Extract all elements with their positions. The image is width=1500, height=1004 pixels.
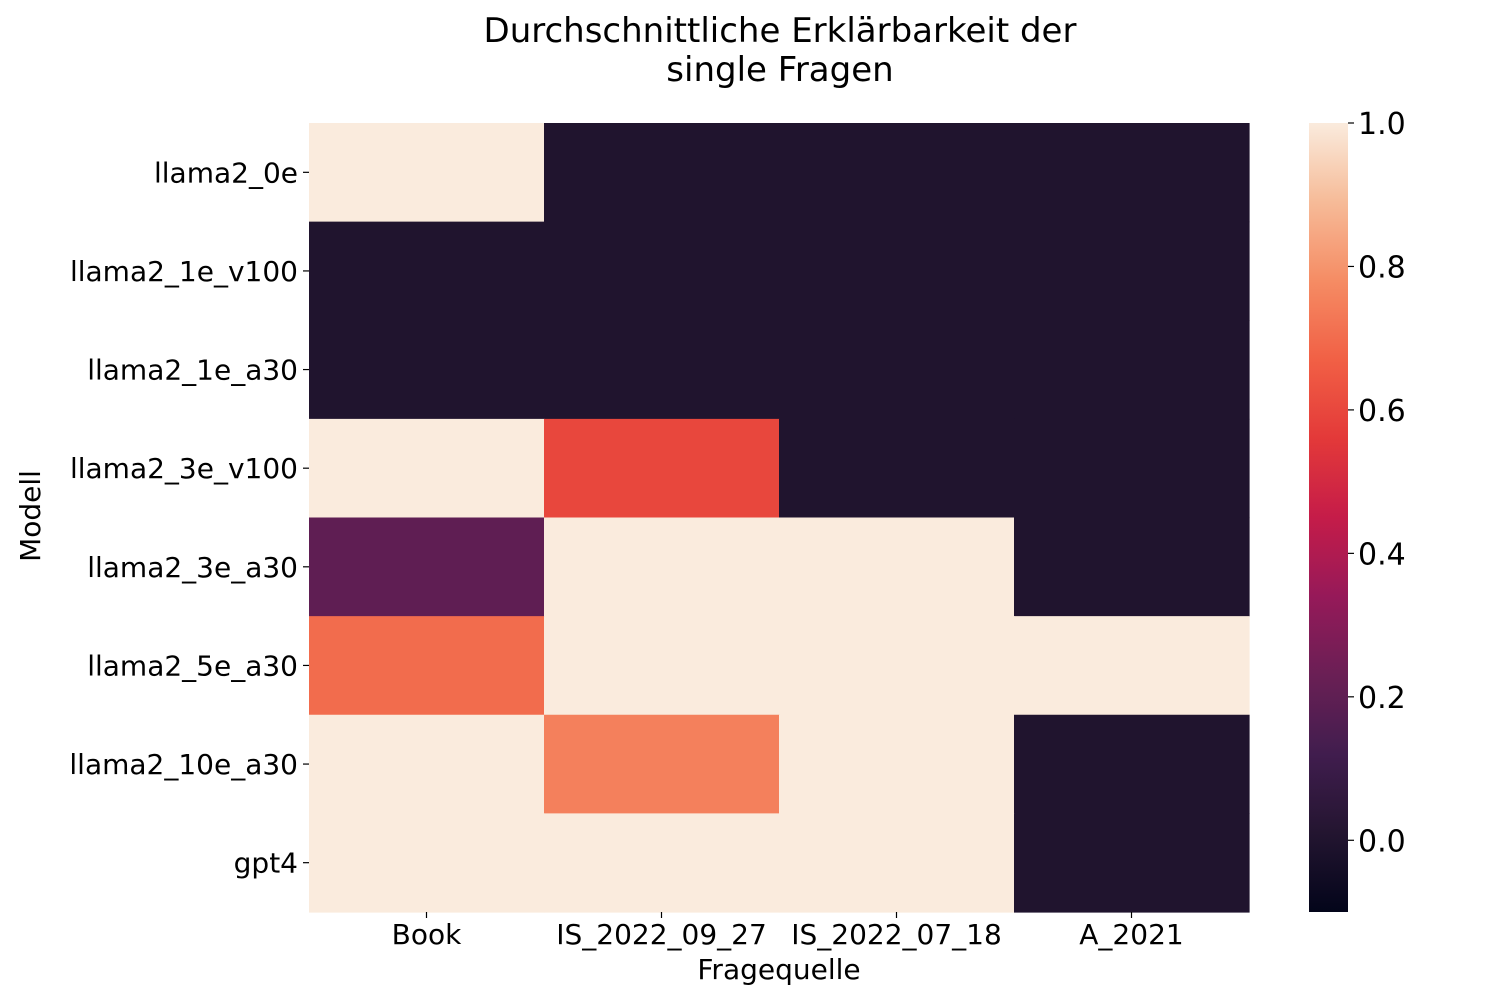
heatmap-cell	[544, 517, 780, 617]
x-tick-label: IS_2022_09_27	[556, 918, 767, 951]
heatmap-cell	[1014, 221, 1250, 321]
colorbar-tick-label: 1.0	[1358, 107, 1406, 142]
heatmap-cell	[544, 418, 780, 519]
heatmap-cell	[779, 123, 1015, 223]
x-tick-label: Book	[392, 918, 462, 951]
heatmap-cell	[544, 221, 780, 321]
y-tick-label: llama2_10e_a30	[69, 748, 298, 781]
colorbar-tick-label: 0.8	[1358, 250, 1406, 285]
heatmap-cell	[779, 616, 1015, 716]
heatmap-cell	[309, 517, 545, 617]
heatmap-cell	[309, 320, 545, 420]
y-tick-label: llama2_0e	[154, 156, 298, 189]
colorbar-gradient-bar	[1309, 123, 1348, 912]
heatmap-cell	[544, 616, 780, 716]
heatmap-cells	[309, 123, 1250, 913]
heatmap-cell	[309, 813, 545, 913]
heatmap-cell	[309, 714, 545, 814]
heatmap-cell	[779, 517, 1015, 617]
chart-title: Durchschnittliche Erklärbarkeit der sing…	[484, 11, 1077, 90]
x-tick-label: A_2021	[1079, 918, 1183, 951]
heatmap-cell	[544, 813, 780, 913]
heatmap-cell	[1014, 517, 1250, 617]
heatmap-cell	[309, 221, 545, 321]
x-tick-label: IS_2022_07_18	[791, 918, 1002, 951]
heatmap-cell	[779, 221, 1015, 321]
heatmap-cell	[779, 813, 1015, 913]
y-axis-ticks: llama2_0e llama2_1e_v100 llama2_1e_a30llam…	[69, 156, 309, 880]
heatmap-cell	[779, 320, 1015, 420]
heatmap-cell	[309, 418, 545, 519]
heatmap-cell	[779, 714, 1015, 814]
heatmap-cell	[1014, 813, 1250, 913]
heatmap-cell	[309, 123, 545, 223]
y-tick-label: llama2_1e_v100	[70, 255, 298, 288]
heatmap-cell	[309, 616, 545, 716]
y-tick-label: gpt4	[234, 847, 298, 880]
colorbar-tick-label: 0.6	[1358, 394, 1406, 429]
heatmap-cell	[1014, 123, 1250, 223]
heatmap-cell	[1014, 320, 1250, 420]
x-axis-ticks: Book IS_2022_09_27 IS_2022_07_18 A_2021	[392, 912, 1184, 951]
y-axis-label: Modell	[14, 470, 47, 562]
heatmap-cell	[779, 418, 1015, 519]
heatmap-cell	[1014, 616, 1250, 716]
chart-title-line-1: Durchschnittliche Erklärbarkeit der	[484, 11, 1077, 51]
colorbar-tick-label: 0.4	[1358, 537, 1406, 572]
heatmap-cell	[544, 320, 780, 420]
colorbar-ticks: 0.0 0.2 0.4 0.6 0.8 1.0	[1348, 107, 1406, 859]
y-tick-label: llama2_5e_a30	[87, 649, 298, 682]
y-tick-label: llama2_3e_a30	[87, 551, 298, 584]
heatmap-cell	[544, 123, 780, 223]
y-tick-label: llama2_3e_v100	[70, 452, 298, 485]
colorbar-tick-label: 0.0	[1358, 824, 1406, 859]
y-tick-label: llama2_1e_a30	[87, 354, 298, 387]
heatmap-cell	[1014, 714, 1250, 814]
chart-title-line-2: single Fragen	[666, 50, 893, 90]
colorbar-tick-label: 0.2	[1358, 681, 1406, 716]
heatmap-cell	[544, 714, 780, 814]
heatmap-cell	[1014, 418, 1250, 519]
colorbar: 0.0 0.2 0.4 0.6 0.8 1.0	[1309, 107, 1406, 912]
x-axis-label: Fragequelle	[697, 953, 860, 986]
